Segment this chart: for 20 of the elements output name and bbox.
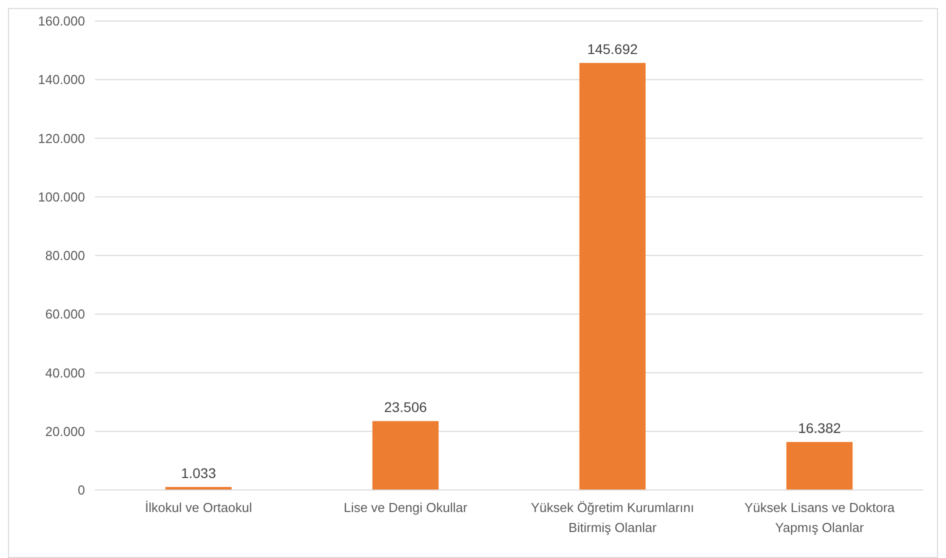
bar <box>372 421 439 490</box>
x-tick-label: Yüksek Öğretim Kurumlarını Bitirmiş Olanlar <box>530 500 694 535</box>
y-tick-label: 140.000 <box>38 72 85 88</box>
x-tick-label: İlkokul ve Ortaokul <box>145 500 252 515</box>
y-tick-label: 0 <box>78 482 85 498</box>
bar <box>579 62 646 490</box>
y-tick-label: 80.000 <box>45 248 85 264</box>
data-label: 1.033 <box>180 464 216 481</box>
data-label: 23.506 <box>384 399 428 416</box>
y-tick-label: 60.000 <box>45 306 85 322</box>
data-label: 16.382 <box>798 420 842 436</box>
x-tick-label: Lise ve Dengi Okullar <box>344 500 468 515</box>
x-tick-label: Yüksek Lisans ve Doktora Yapmış Olanlar <box>744 500 896 535</box>
bar <box>786 442 853 490</box>
y-tick-label: 100.000 <box>38 189 85 204</box>
y-tick-label: 20.000 <box>45 424 85 439</box>
y-tick-label: 160.000 <box>38 14 85 29</box>
y-tick-label: 40.000 <box>45 365 85 380</box>
data-label: 145.692 <box>587 40 638 57</box>
y-tick-label: 120.000 <box>38 130 85 146</box>
